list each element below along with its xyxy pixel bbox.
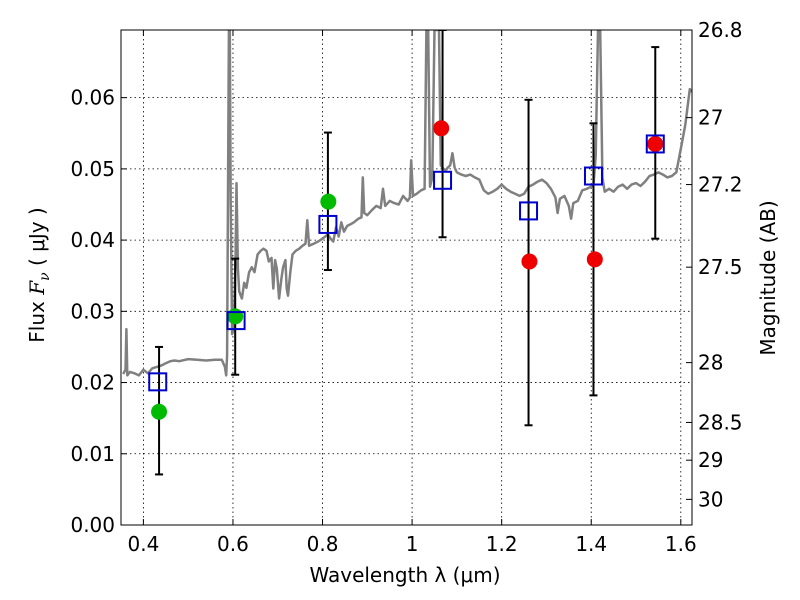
right-tick-label: 26.8	[698, 18, 743, 42]
model-photometry-point	[226, 311, 246, 331]
axis-ticks: 0.4 0.6 0.8 1 1.2 1.4 1.6 0.00 0.01 0.02 0.03 0.04 0…	[70, 18, 742, 556]
right-tick-label: 28.5	[698, 410, 743, 434]
right-tick-label: 27.2	[698, 173, 743, 197]
x-tick-label: 1.4	[575, 532, 607, 556]
plot-content	[122, 30, 692, 476]
y-axis-label-unit: ( μJy )	[25, 207, 49, 272]
observed-point	[433, 120, 450, 137]
observed-point	[151, 403, 168, 420]
y-tick-label: 0.05	[70, 157, 115, 181]
right-tick-label: 30	[698, 487, 723, 511]
y-axis-right-label: Magnitude (AB)	[756, 200, 780, 355]
y-tick-label: 0.01	[70, 442, 115, 466]
x-tick-label: 0.6	[217, 532, 249, 556]
y-tick-label: 0.00	[70, 513, 115, 537]
model-photometry-point	[148, 372, 168, 392]
plot-frame	[120, 29, 693, 526]
model-photometry-point	[318, 214, 338, 234]
right-tick-label: 28	[698, 351, 723, 375]
x-axis-label: Wavelength λ (μm)	[309, 563, 500, 587]
observed-point	[647, 135, 664, 152]
observed-point	[521, 253, 538, 270]
observed-point	[320, 193, 337, 210]
right-tick-label: 27	[698, 106, 723, 130]
model-photometry-point	[645, 134, 665, 154]
model-photometry-point	[433, 170, 453, 190]
x-tick-label: 0.8	[307, 532, 339, 556]
y-tick-label: 0.02	[70, 371, 115, 395]
observed-point	[227, 308, 244, 325]
y-tick-label: 0.03	[70, 299, 115, 323]
x-tick-label: 1.2	[486, 532, 518, 556]
y-axis-label-subscript: ν	[37, 272, 53, 281]
model-sed-line	[122, 30, 692, 377]
y-tick-label: 0.06	[70, 86, 115, 110]
model-photometry-point	[519, 201, 539, 221]
right-tick-label: 27.5	[698, 255, 743, 279]
x-tick-label: 1.6	[665, 532, 697, 556]
y-axis-label: Flux Fν ( μJy )	[25, 207, 53, 342]
x-tick-label: 0.4	[127, 532, 159, 556]
x-tick-label: 1	[406, 532, 419, 556]
grid-lines	[121, 30, 692, 525]
y-axis-label-symbol: F	[25, 280, 49, 296]
y-axis-label-prefix: Flux	[25, 295, 49, 343]
observed-point	[586, 251, 603, 268]
y-tick-label: 0.04	[70, 228, 115, 252]
right-tick-label: 29	[698, 448, 723, 472]
model-photometry-point	[583, 166, 603, 186]
